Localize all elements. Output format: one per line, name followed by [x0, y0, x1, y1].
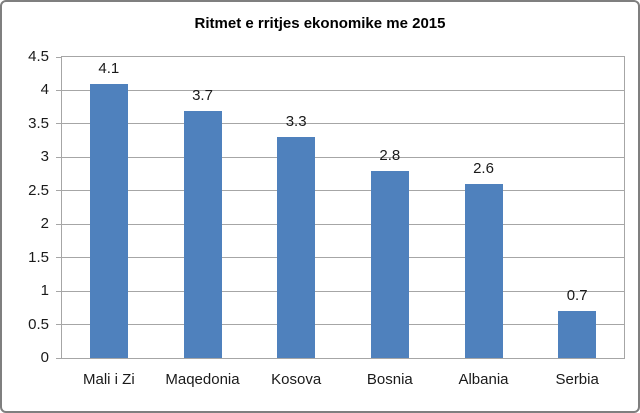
y-axis-tick	[56, 89, 62, 91]
gridline	[62, 89, 624, 91]
y-axis-tick	[56, 123, 62, 125]
bar-serbia	[558, 311, 597, 358]
x-axis-label-kosova: Kosova	[271, 371, 322, 388]
y-axis-tick	[56, 56, 62, 58]
gridline	[62, 123, 624, 125]
bar-kosova	[277, 137, 316, 358]
gridline	[62, 156, 624, 158]
bar-mali-i-zi	[89, 83, 128, 358]
chart-title: Ritmet e rritjes ekonomike me 2015	[194, 15, 446, 32]
y-axis-label: 1	[40, 282, 49, 300]
gridline	[62, 223, 624, 225]
bar-value-label: 2.8	[379, 146, 401, 164]
y-axis-label: 2	[40, 215, 49, 233]
bar-maqedonia	[183, 110, 222, 358]
bar-value-label: 3.7	[192, 86, 213, 104]
gridline	[62, 190, 624, 192]
bar-albania	[464, 184, 503, 358]
gridline	[62, 324, 624, 326]
y-axis-label: 3	[40, 148, 49, 166]
y-axis-label: 1.5	[28, 248, 49, 266]
y-axis-tick	[56, 357, 62, 359]
y-axis-tick	[56, 190, 62, 192]
y-axis-label: 0	[40, 349, 49, 366]
bar-bosnia	[370, 170, 409, 358]
y-axis-tick	[56, 156, 62, 158]
y-axis-label: 2.5	[28, 181, 49, 199]
y-axis-tick	[56, 223, 62, 225]
y-axis-label: 4	[40, 81, 49, 99]
y-axis-tick	[56, 257, 62, 259]
gridline	[62, 257, 624, 259]
gridline	[62, 290, 624, 292]
plot-area	[61, 56, 625, 359]
y-axis-tick	[56, 290, 62, 292]
x-axis-label-bosnia: Bosnia	[366, 371, 413, 388]
bar-value-label: 4.1	[98, 59, 120, 77]
x-axis-label-albania: Albania	[458, 371, 509, 388]
y-axis-label: 4.5	[28, 48, 49, 65]
x-axis-label-maqedonia: Maqedonia	[165, 371, 240, 388]
x-axis-label-mali-i-zi: Mali i Zi	[82, 371, 135, 388]
bar-value-label: 0.7	[566, 287, 588, 305]
y-axis-label: 3.5	[28, 114, 49, 132]
y-axis-label: 0.5	[28, 315, 49, 333]
x-axis-label-serbia: Serbia	[555, 371, 599, 388]
bar-value-label: 2.6	[473, 160, 494, 178]
bar-value-label: 3.3	[285, 113, 307, 131]
y-axis-tick	[56, 324, 62, 326]
